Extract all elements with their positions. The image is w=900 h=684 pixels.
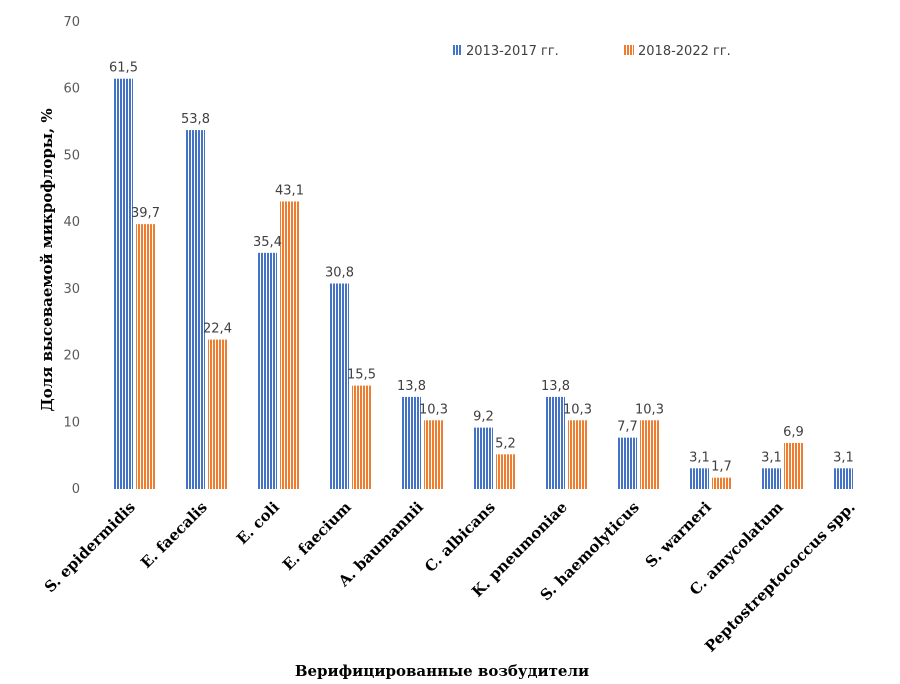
data-label: 10,3 (563, 402, 592, 417)
data-label: 13,8 (541, 379, 570, 394)
bar-series-1 (114, 78, 133, 489)
bar-series-2 (640, 420, 659, 489)
y-tick-label: 50 (63, 148, 80, 163)
bar-series-2 (712, 477, 731, 489)
data-label: 1,7 (711, 460, 732, 475)
data-label: 7,7 (617, 420, 638, 435)
bar-series-1 (762, 468, 781, 489)
bar-series-1 (474, 427, 493, 489)
data-label: 13,8 (397, 379, 426, 394)
bar-series-2 (352, 385, 371, 489)
data-label: 9,2 (473, 410, 494, 425)
y-tick-label: 0 (72, 482, 80, 497)
category-label: Peptostreptococcus spp. (701, 498, 858, 655)
data-label: 15,5 (347, 368, 376, 383)
bars (114, 78, 853, 489)
data-label: 22,4 (203, 322, 232, 337)
legend-swatch-series-1 (452, 45, 462, 55)
data-label: 10,3 (419, 402, 448, 417)
y-tick-label: 10 (63, 415, 80, 430)
bar-series-2 (424, 420, 443, 489)
category-label: C. albicans (421, 498, 499, 576)
y-tick-label: 70 (63, 15, 80, 30)
category-label: E. faecium (279, 498, 355, 574)
y-tick-label: 60 (63, 82, 80, 97)
bar-series-1 (330, 283, 349, 489)
data-label: 35,4 (253, 235, 282, 250)
bar-series-1 (690, 468, 709, 489)
bar-series-2 (784, 442, 803, 489)
data-label: 61,5 (109, 61, 138, 76)
bar-series-1 (618, 437, 637, 489)
y-axis-ticks: 0 10 20 30 40 50 60 70 (63, 15, 80, 497)
category-label: E. coli (233, 498, 283, 548)
category-label: S. warneri (642, 498, 715, 571)
legend: 2013-2017 гг. 2018-2022 гг. (452, 44, 731, 59)
category-label: E. faecalis (137, 498, 211, 572)
data-label: 3,1 (689, 450, 710, 465)
data-label: 53,8 (181, 112, 210, 127)
bar-series-1 (834, 468, 853, 489)
bar-series-2 (136, 224, 155, 489)
y-tick-label: 20 (63, 349, 80, 364)
legend-swatch-series-2 (624, 45, 634, 55)
bar-series-1 (258, 252, 277, 489)
bar-series-1 (546, 396, 565, 489)
data-label: 43,1 (275, 183, 304, 198)
bar-series-1 (186, 130, 205, 489)
category-label: S. epidermidis (41, 498, 139, 596)
y-axis-title: Доля высеваемой микрофлоры, % (38, 108, 56, 411)
x-axis-title: Верифицированные возбудители (295, 662, 589, 680)
data-label: 30,8 (325, 266, 354, 281)
legend-label-series-2: 2018-2022 гг. (638, 44, 731, 59)
data-label: 6,9 (783, 425, 804, 440)
y-tick-label: 30 (63, 282, 80, 297)
bar-series-2 (568, 420, 587, 489)
bar-series-1 (402, 396, 421, 489)
data-label: 39,7 (131, 206, 160, 221)
data-label: 5,2 (495, 436, 516, 451)
legend-label-series-1: 2013-2017 гг. (466, 44, 559, 59)
bar-series-2 (280, 201, 299, 489)
data-label: 3,1 (761, 450, 782, 465)
data-label: 3,1 (833, 450, 854, 465)
data-labels: 61,5 39,7 53,8 22,4 35,4 43,1 30,8 15,5 13,8 10,3… (109, 61, 854, 475)
data-label: 10,3 (635, 402, 664, 417)
y-tick-label: 40 (63, 215, 80, 230)
bar-series-2 (208, 339, 227, 489)
bar-series-2 (496, 454, 515, 489)
